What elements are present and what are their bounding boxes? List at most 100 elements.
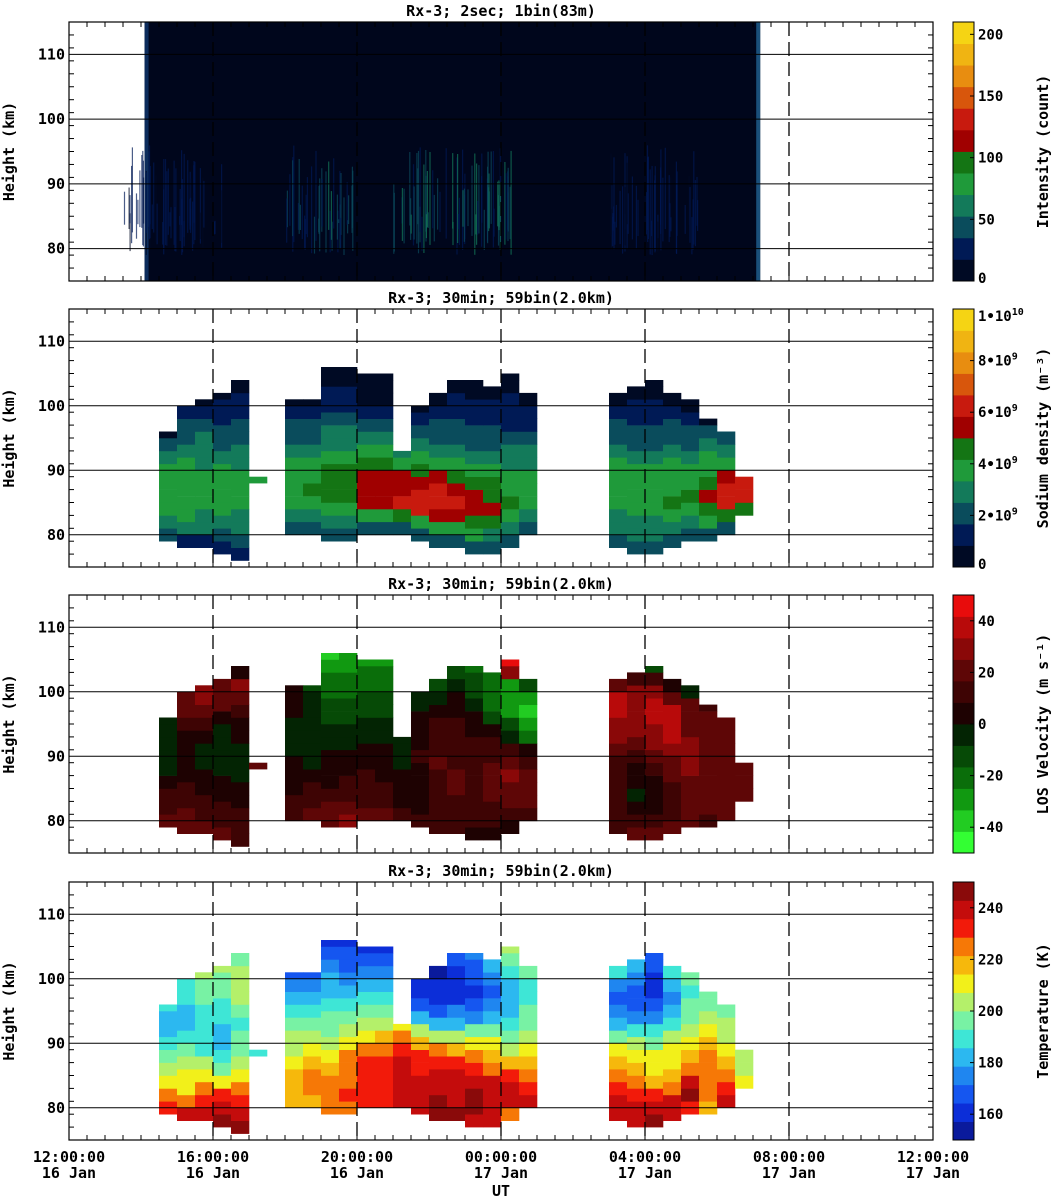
- data-cell: [681, 515, 700, 529]
- data-cell: [303, 685, 322, 693]
- data-cell: [321, 425, 340, 439]
- intensity-edge-right: [756, 22, 761, 281]
- y-axis-label: Height (km): [0, 102, 18, 201]
- data-cell: [681, 736, 700, 751]
- data-cell: [213, 1088, 232, 1102]
- colorbar-tick-mantissa: 20: [978, 665, 995, 681]
- intensity-streak: [286, 190, 288, 228]
- data-cell: [357, 1082, 376, 1096]
- colorbar-swatch: [953, 545, 974, 568]
- intensity-streak: [155, 175, 157, 243]
- data-cell: [285, 405, 304, 419]
- data-cell: [411, 489, 430, 503]
- data-cell: [501, 953, 520, 967]
- data-cell: [321, 515, 340, 529]
- data-cell: [501, 730, 520, 744]
- colorbar-tick-label: 240: [978, 901, 1003, 917]
- data-cell: [609, 521, 628, 536]
- data-cell: [609, 807, 628, 822]
- intensity-streak: [318, 185, 320, 235]
- intensity-streak: [299, 204, 301, 230]
- data-cell: [609, 965, 628, 980]
- data-cell: [339, 367, 358, 374]
- data-cell: [645, 412, 664, 426]
- data-cell: [483, 412, 502, 426]
- data-cell: [429, 483, 448, 497]
- data-cell: [663, 431, 682, 445]
- data-cell: [177, 782, 196, 796]
- data-cell: [447, 691, 466, 705]
- data-cell: [663, 820, 682, 834]
- data-cell: [483, 698, 502, 712]
- data-cell: [159, 788, 178, 802]
- data-cell: [231, 666, 250, 680]
- data-cell: [393, 782, 412, 796]
- colorbar-swatch: [953, 237, 974, 260]
- data-cell: [645, 736, 664, 751]
- data-cell: [195, 704, 214, 718]
- data-cell: [447, 953, 466, 967]
- data-cell: [627, 1011, 646, 1025]
- data-cell: [699, 762, 718, 776]
- y-tick-label: 80: [47, 1099, 65, 1117]
- data-cell: [447, 1082, 466, 1096]
- data-cell: [195, 991, 214, 1005]
- data-cell: [429, 678, 448, 693]
- data-cell: [303, 991, 322, 1005]
- data-cell: [159, 1062, 178, 1076]
- data-cell: [663, 1094, 682, 1108]
- data-cell: [321, 1011, 340, 1025]
- intensity-streak: [498, 180, 500, 231]
- data-cell: [159, 1004, 178, 1012]
- data-cell: [357, 418, 376, 432]
- data-cell: [339, 1088, 358, 1102]
- data-cell: [411, 438, 430, 452]
- data-cell: [321, 1049, 340, 1063]
- data-cell: [159, 717, 178, 725]
- data-cell: [627, 788, 646, 802]
- data-cell: [231, 820, 250, 834]
- data-cell: [213, 412, 232, 426]
- data-cell: [303, 1043, 322, 1057]
- data-cell: [231, 691, 250, 705]
- colorbar-tick-mantissa: 6•10: [978, 405, 1012, 421]
- data-cell: [231, 1082, 250, 1096]
- intensity-streak: [509, 186, 511, 240]
- intensity-streak: [627, 193, 629, 234]
- data-cell: [321, 653, 340, 660]
- data-cell: [717, 730, 736, 744]
- data-cell: [195, 782, 214, 796]
- y-tick-label: 80: [47, 240, 65, 258]
- data-cell: [195, 444, 214, 458]
- data-cell: [645, 1075, 664, 1089]
- data-cell: [681, 1049, 700, 1063]
- intensity-streak: [340, 217, 342, 248]
- panel-2: Rx-3; 30min; 59bin(2.0km)8090100110Heigh…: [0, 289, 1052, 573]
- data-cell: [609, 457, 628, 471]
- data-cell: [411, 502, 430, 516]
- intensity-streak: [329, 210, 331, 253]
- data-cell: [213, 1023, 232, 1038]
- data-cell: [339, 450, 358, 465]
- data-cell: [429, 431, 448, 445]
- data-cell: [213, 711, 232, 725]
- data-cell: [717, 1094, 736, 1108]
- data-cell: [429, 978, 448, 992]
- data-cell: [465, 959, 484, 973]
- data-cell: [213, 775, 232, 789]
- data-cell: [357, 373, 376, 381]
- data-cell: [195, 405, 214, 419]
- intensity-streak: [612, 213, 614, 231]
- data-cell: [483, 998, 502, 1012]
- data-cell: [627, 1075, 646, 1089]
- data-cell: [393, 483, 412, 497]
- data-cell: [303, 795, 322, 809]
- data-cell: [627, 438, 646, 452]
- intensity-streak: [419, 147, 421, 232]
- data-cell: [645, 998, 664, 1012]
- intensity-streak: [613, 206, 615, 224]
- data-cell: [483, 672, 502, 686]
- data-cell: [483, 425, 502, 439]
- colorbar-swatch: [953, 681, 974, 703]
